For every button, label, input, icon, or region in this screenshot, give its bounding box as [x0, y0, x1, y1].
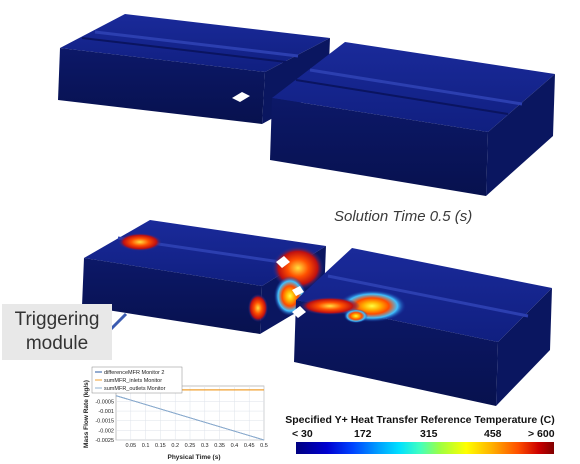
chart-x-tick-label: 0.3: [201, 443, 209, 449]
chart-x-tick-label: 0.1: [142, 443, 150, 449]
chart-x-tick-label: 0.45: [244, 443, 255, 449]
chart-legend-entry: differenceMFR Monitor 2: [104, 370, 164, 376]
chart-x-tick-label: 0.25: [185, 443, 196, 449]
chart-x-axis-label: Physical Time (s): [168, 454, 221, 461]
chart-y-tick-label: -0.001: [98, 409, 114, 415]
battery-module-bottom-right: [292, 248, 552, 406]
mass-flow-rate-chart: 0.05 0.1 0.15 0.2 0.25 0.3 0.35 0.4 0.45 0.5 -0.00…: [82, 366, 272, 462]
colorbar-tick-max: > 600: [528, 428, 555, 440]
battery-module-top-right: [270, 42, 555, 196]
chart-y-tick-label: -0.0015: [95, 419, 114, 425]
chart-y-tick-label: -0.0025: [95, 438, 114, 444]
colorbar-tick-315: 315: [420, 428, 438, 440]
chart-y-tick-label: -0.002: [98, 428, 114, 434]
chart-series-line: [115, 395, 265, 441]
colorbar-title: Specified Y+ Heat Transfer Reference Tem…: [285, 414, 555, 426]
chart-y-axis-label: Mass Flow Rate (kg/s): [83, 380, 90, 448]
solution-time-label: Solution Time 0.5 (s): [334, 208, 473, 225]
triggering-module-label-line-1: Triggering: [14, 309, 100, 330]
temperature-colorbar: [296, 442, 554, 454]
chart-legend-box: [91, 366, 183, 394]
chart-y-tick-label: -0.0005: [95, 399, 114, 405]
chart-x-tick-label: 0.5: [260, 443, 268, 449]
battery-module-bottom-left: [82, 220, 326, 334]
triggering-module-label: Triggering module: [2, 304, 112, 360]
colorbar-tick-458: 458: [484, 428, 502, 440]
colorbar-tick-min: < 30: [292, 428, 313, 440]
battery-module-top-left: [58, 14, 330, 124]
chart-x-tick-label: 0.4: [231, 443, 239, 449]
chart-x-tick-label: 0.05: [125, 443, 136, 449]
triggering-module-label-line-2: module: [25, 333, 89, 354]
chart-legend-entry: sumMFR_inlets Monitor: [104, 378, 162, 384]
colorbar-ticks: < 30 172 315 458 > 600: [292, 428, 566, 440]
colorbar-tick-172: 172: [354, 428, 372, 440]
chart-x-tick-label: 0.2: [171, 443, 179, 449]
chart-x-tick-label: 0.15: [155, 443, 166, 449]
chart-x-tick-label: 0.35: [214, 443, 225, 449]
chart-legend-entry: sumMFR_outlets Monitor: [104, 386, 166, 392]
